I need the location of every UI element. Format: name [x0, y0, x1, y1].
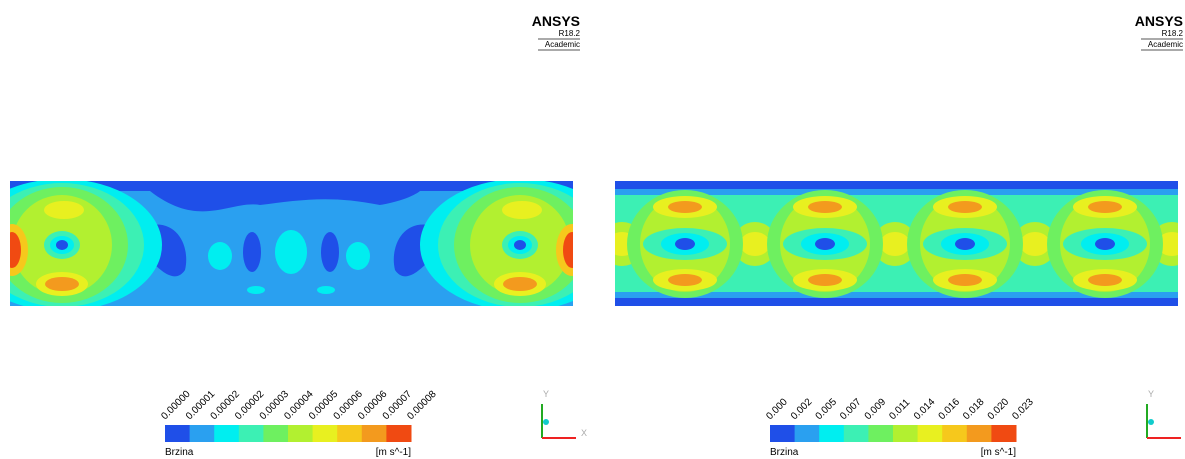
colorbar-label: 0.000	[764, 396, 790, 422]
colorbar-band	[966, 425, 992, 442]
colorbar-band	[238, 425, 264, 442]
colorbar-band	[288, 425, 314, 442]
contour	[45, 277, 79, 291]
contour	[502, 201, 542, 219]
contour	[668, 201, 702, 213]
colorbar-band	[942, 425, 968, 442]
colorbar-label: 0.002	[789, 396, 815, 422]
colorbar-band	[189, 425, 215, 442]
colorbar-label: 0.005	[814, 396, 840, 422]
contour	[1088, 201, 1122, 213]
colorbar-band	[361, 425, 387, 442]
contour	[514, 240, 526, 250]
contour	[675, 238, 695, 250]
colorbar-label: 0.011	[887, 397, 912, 422]
colorbar-label: 0.007	[838, 396, 864, 422]
colorbar-band	[386, 425, 412, 442]
axis-y-label: Y	[1148, 389, 1154, 399]
colorbar-band	[312, 425, 338, 442]
colorbar-band	[893, 425, 919, 442]
colorbar-label: 0.020	[986, 396, 1012, 422]
logo-version: R18.2	[559, 29, 581, 38]
contour	[815, 238, 835, 250]
colorbar-band	[337, 425, 363, 442]
contour	[503, 277, 537, 291]
legend-unit: [m s^-1]	[981, 447, 1016, 458]
legend-title: Brzina	[165, 447, 194, 458]
contour	[563, 232, 573, 268]
colorbar-band	[794, 425, 820, 442]
axis-z	[1148, 419, 1154, 425]
contour	[808, 274, 842, 286]
contour	[948, 201, 982, 213]
contour	[1095, 238, 1115, 250]
colorbar-band	[214, 425, 240, 442]
logo-version: R18.2	[1162, 29, 1184, 38]
logo-name: ANSYS	[1135, 13, 1183, 29]
legend-unit: [m s^-1]	[376, 447, 411, 458]
contour	[955, 238, 975, 250]
contour	[880, 232, 910, 256]
legend-title: Brzina	[770, 447, 799, 458]
colorbar-label: 0.018	[961, 396, 987, 422]
colorbar-label: 0.016	[937, 396, 963, 422]
contour	[1020, 232, 1050, 256]
contour-field	[10, 181, 573, 306]
contour	[668, 274, 702, 286]
axis-z	[543, 419, 549, 425]
contour	[808, 201, 842, 213]
contour	[948, 274, 982, 286]
colorbar-band	[165, 425, 191, 442]
colorbar-band	[770, 425, 796, 442]
colorbar-band	[819, 425, 845, 442]
contour	[1088, 274, 1122, 286]
colorbar-band	[868, 425, 894, 442]
colorbar-label: 0.009	[863, 396, 889, 422]
colorbar-band	[991, 425, 1017, 442]
contour-field	[615, 181, 1178, 306]
axis-x-label: X	[581, 428, 587, 438]
colorbar-band	[843, 425, 869, 442]
axis-y-label: Y	[543, 389, 549, 399]
contour	[56, 240, 68, 250]
contour	[10, 232, 21, 268]
colorbar-label: 0.023	[1010, 396, 1036, 422]
colorbar-band	[917, 425, 943, 442]
contour	[44, 201, 84, 219]
logo-edition: Academic	[1148, 40, 1183, 49]
colorbar-band	[263, 425, 289, 442]
colorbar-label: 0.014	[912, 396, 938, 422]
logo-edition: Academic	[545, 40, 580, 49]
contour	[740, 232, 770, 256]
logo-name: ANSYS	[532, 13, 580, 29]
